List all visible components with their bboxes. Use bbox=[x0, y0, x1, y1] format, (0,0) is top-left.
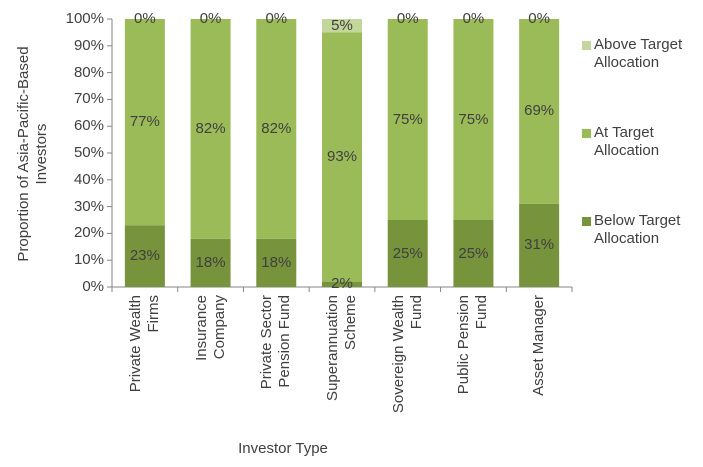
bar-segment bbox=[519, 19, 560, 204]
y-tick-label: 50% bbox=[73, 144, 104, 161]
x-tick-label: Superannuation Scheme bbox=[324, 295, 359, 401]
legend-label: Above Target Allocation bbox=[594, 36, 683, 71]
data-label: 5% bbox=[331, 16, 353, 34]
data-label: 0% bbox=[462, 10, 485, 27]
y-tick-label: 70% bbox=[73, 90, 104, 108]
y-tick-label: 20% bbox=[73, 224, 104, 242]
data-label: 75% bbox=[392, 110, 423, 128]
data-label: 0% bbox=[396, 10, 419, 27]
data-label: 0% bbox=[265, 10, 288, 27]
bar-segment bbox=[124, 225, 165, 287]
x-axis-title: Investor Type bbox=[238, 440, 328, 457]
y-tick-label: 80% bbox=[73, 63, 104, 81]
data-label: 0% bbox=[528, 10, 550, 27]
y-tick-label: 90% bbox=[73, 36, 104, 54]
data-label: 75% bbox=[458, 110, 489, 128]
x-tick-label: Private Wealth Firms bbox=[126, 295, 162, 393]
data-label: 18% bbox=[195, 253, 226, 271]
bar-segment bbox=[322, 19, 362, 33]
y-tick-label: 60% bbox=[73, 117, 104, 135]
bar-segment bbox=[190, 238, 231, 287]
bar-segment bbox=[322, 281, 362, 287]
data-label: 0% bbox=[199, 10, 222, 27]
y-tick-label: 40% bbox=[73, 170, 104, 188]
bar-segment bbox=[124, 19, 165, 226]
data-label: 69% bbox=[524, 102, 555, 120]
x-tick-label: Public Pension Fund bbox=[455, 295, 491, 395]
y-tick-label: 10% bbox=[73, 251, 104, 269]
bar-segment bbox=[322, 32, 362, 282]
data-label: 82% bbox=[195, 119, 226, 137]
bar-segment bbox=[256, 238, 297, 287]
y-tick-label: 30% bbox=[73, 197, 104, 215]
data-label: 93% bbox=[326, 148, 358, 166]
bar-segment bbox=[387, 19, 428, 220]
x-tick-label: Sovereign Wealth Fund bbox=[389, 295, 425, 414]
data-label: 2% bbox=[331, 275, 353, 293]
bar-segment bbox=[256, 19, 297, 239]
x-tick-label: Insurance Company bbox=[192, 295, 228, 361]
data-label: 25% bbox=[458, 244, 489, 262]
data-label: 82% bbox=[261, 119, 292, 137]
bar-segment bbox=[519, 203, 560, 287]
legend-swatch bbox=[582, 41, 591, 50]
y-tick-label: 0% bbox=[82, 278, 104, 295]
data-label: 23% bbox=[129, 247, 160, 265]
data-label: 31% bbox=[524, 236, 555, 254]
legend-label: At Target Allocation bbox=[594, 124, 660, 159]
x-tick-label: Private Sector Pension Fund bbox=[258, 295, 294, 390]
bar-segment bbox=[453, 19, 494, 220]
bar-segment bbox=[453, 220, 494, 287]
data-label: 25% bbox=[392, 244, 423, 262]
y-tick-label: 100% bbox=[65, 10, 104, 27]
bar-segment bbox=[387, 220, 428, 287]
data-label: 77% bbox=[129, 113, 160, 131]
bar-segment bbox=[190, 19, 231, 239]
x-tick-label: Asset Manager bbox=[530, 295, 548, 396]
data-label: 0% bbox=[134, 10, 156, 27]
legend-swatch bbox=[582, 217, 591, 226]
legend-swatch bbox=[582, 129, 591, 138]
data-label: 18% bbox=[261, 253, 292, 271]
legend-label: Below Target Allocation bbox=[594, 212, 681, 247]
